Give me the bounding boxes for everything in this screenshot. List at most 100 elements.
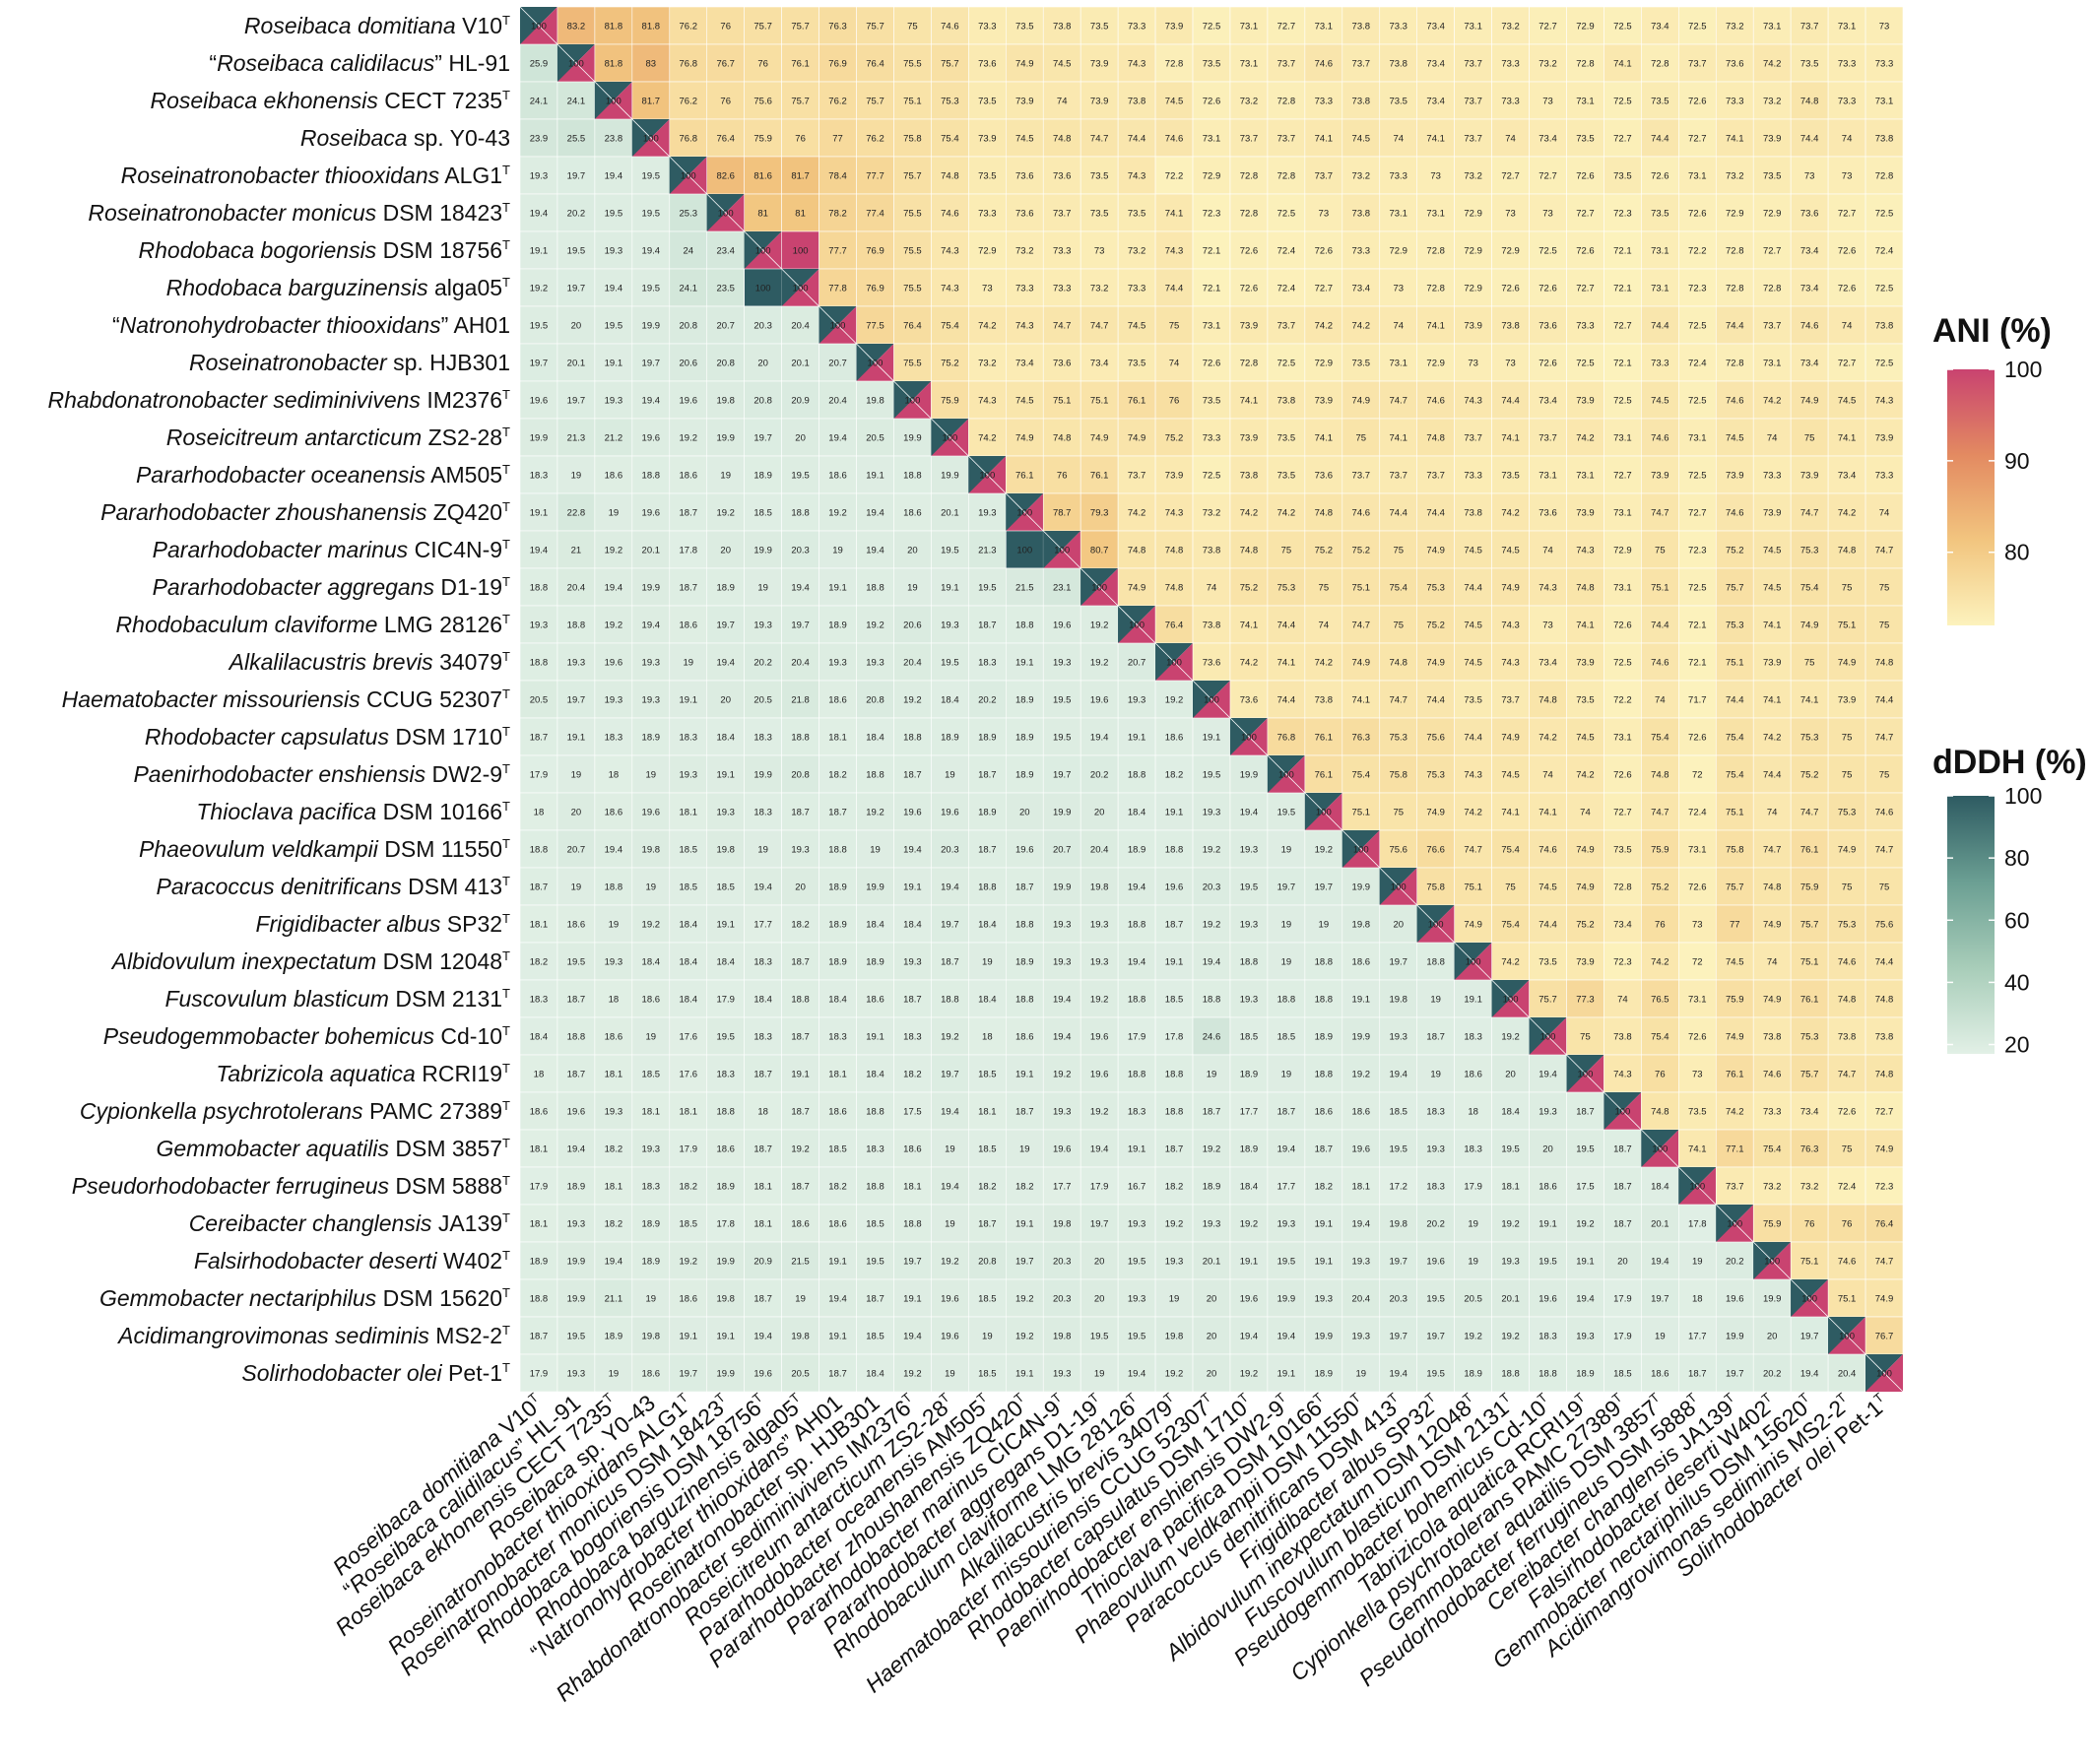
cell-value-label: 73.1 <box>1576 96 1595 106</box>
cell-value-label: 18.8 <box>1315 956 1334 967</box>
cell-value-label: 19.3 <box>1053 919 1072 930</box>
cell-value-label: 74.1 <box>1613 58 1632 69</box>
cell-value-label: 73.5 <box>1015 21 1034 32</box>
cell-value-label: 18.2 <box>828 1181 847 1192</box>
heatmap-cell-dddh <box>631 530 671 569</box>
cell-value-label: 19.1 <box>903 882 922 892</box>
heatmap-cell-ani <box>818 156 857 195</box>
cell-value-label: 19.4 <box>642 245 661 256</box>
cell-value-label: 19.2 <box>903 694 922 705</box>
cell-value-label: 72.5 <box>1688 21 1707 32</box>
cell-value-label: 20.2 <box>978 694 997 705</box>
cell-value-label: 73.6 <box>1800 208 1819 219</box>
cell-value-label: 74.3 <box>1128 58 1146 69</box>
cell-value-label: 74.6 <box>1315 58 1334 69</box>
heatmap-cell-dddh <box>856 792 894 831</box>
heatmap-cell-ani <box>1379 829 1418 869</box>
heatmap-cell-ani <box>1267 193 1306 232</box>
cell-value-label: 74.3 <box>978 395 997 406</box>
cell-value-label: 81.6 <box>753 170 772 181</box>
cell-value-label: 73.3 <box>1389 21 1407 32</box>
heatmap-cell-dddh <box>519 680 558 719</box>
cell-value-label: 74.4 <box>1726 694 1744 705</box>
cell-value-label: 19 <box>870 844 881 855</box>
cell-value-label: 73.9 <box>1315 395 1334 406</box>
cell-value-label: 75.7 <box>866 21 884 32</box>
cell-value-label: 75.5 <box>903 245 922 256</box>
cell-value-label: 19 <box>609 1368 620 1379</box>
cell-value-label: 74.4 <box>1389 507 1407 518</box>
cell-value-label: 73.7 <box>1688 58 1707 69</box>
cell-value-label: 20 <box>795 882 806 892</box>
cell-value-label: 72.9 <box>1576 21 1595 32</box>
cell-value-label: 73.1 <box>1389 208 1407 219</box>
heatmap-cell-dddh <box>669 268 708 307</box>
cell-value-label: 18.8 <box>1015 919 1034 930</box>
heatmap-cell-ani <box>1192 43 1231 83</box>
cell-value-label: 73.3 <box>1015 283 1034 294</box>
heatmap-cell-ani <box>781 193 819 232</box>
cell-value-label: 18.8 <box>530 657 549 668</box>
heatmap-cell-ani <box>1117 343 1156 382</box>
cell-value-label: 20.3 <box>1389 1293 1407 1304</box>
cell-value-label: 72.5 <box>1688 470 1707 481</box>
cell-value-label: 19.8 <box>1165 1331 1184 1341</box>
cell-value-label: 100 <box>1204 694 1219 705</box>
heatmap-cell-dddh <box>706 680 745 719</box>
cell-value-label: 18.6 <box>1352 956 1371 967</box>
cell-value-label: 19.7 <box>1015 1256 1034 1267</box>
cell-value-label: 19.9 <box>1726 1331 1744 1341</box>
cell-value-label: 18.2 <box>605 1218 623 1229</box>
cell-value-label: 19.2 <box>1315 844 1334 855</box>
cell-value-label: 74.9 <box>1501 732 1520 743</box>
heatmap-cell-ani <box>818 118 857 158</box>
cell-value-label: 75.9 <box>1800 882 1819 892</box>
cell-value-label: 74.6 <box>1726 395 1744 406</box>
heatmap-cell-dddh <box>744 268 782 307</box>
cell-value-label: 74.4 <box>1651 133 1669 144</box>
cell-value-label: 75.4 <box>1501 919 1520 930</box>
cell-value-label: 74.5 <box>1576 732 1595 743</box>
cell-value-label: 73.9 <box>1651 470 1669 481</box>
heatmap-cell-ani <box>1341 680 1381 719</box>
cell-value-label: 19.7 <box>1090 1218 1109 1229</box>
heatmap-cell-ani <box>1491 6 1530 45</box>
cell-value-label: 74.5 <box>1726 956 1744 967</box>
cell-value-label: 17.5 <box>903 1106 922 1117</box>
cell-value-label: 73.7 <box>1800 21 1819 32</box>
heatmap-cell-ani <box>1678 81 1717 120</box>
heatmap-cell-dddh <box>631 268 671 307</box>
cell-value-label: 19.4 <box>642 395 661 406</box>
cell-value-label: 73.7 <box>1277 320 1296 331</box>
cell-value-label: 73.5 <box>1277 470 1296 481</box>
heatmap-cell-ani <box>931 81 969 120</box>
cell-value-label: 75.3 <box>1838 919 1857 930</box>
cell-value-label: 18.3 <box>1538 1331 1557 1341</box>
heatmap-cell-dddh <box>1042 567 1081 607</box>
heatmap-cell-dddh <box>1192 717 1231 756</box>
cell-value-label: 18.1 <box>530 1143 549 1154</box>
cell-value-label: 19.2 <box>1165 1368 1184 1379</box>
cell-value-label: 72.1 <box>1203 245 1221 256</box>
heatmap-cell-ani <box>1416 567 1455 607</box>
cell-value-label: 18.8 <box>716 1106 735 1117</box>
cell-value-label: 72.8 <box>1651 58 1669 69</box>
heatmap-cell-dddh <box>968 642 1007 682</box>
heatmap-cell-dddh <box>1267 829 1306 869</box>
cell-value-label: 72.7 <box>1576 283 1595 294</box>
cell-value-label: 75.3 <box>1426 769 1445 780</box>
cell-value-label: 19.2 <box>941 1256 959 1267</box>
cell-value-label: 74 <box>1767 956 1778 967</box>
diagonal-divider <box>519 6 558 45</box>
cell-value-label: 18.8 <box>1128 1069 1146 1079</box>
heatmap-cell-ani <box>968 156 1007 195</box>
heatmap-cell-dddh <box>631 754 671 794</box>
cell-value-label: 18.2 <box>1165 1181 1184 1192</box>
cell-value-label: 18.1 <box>605 1181 623 1192</box>
heatmap-cell-ani <box>856 305 894 345</box>
heatmap-cell-ani <box>1566 455 1604 494</box>
cell-value-label: 18.8 <box>530 844 549 855</box>
heatmap-cell-ani <box>1454 43 1492 83</box>
cell-value-label: 74.3 <box>1538 582 1557 593</box>
heatmap-cell-dddh <box>594 829 633 869</box>
